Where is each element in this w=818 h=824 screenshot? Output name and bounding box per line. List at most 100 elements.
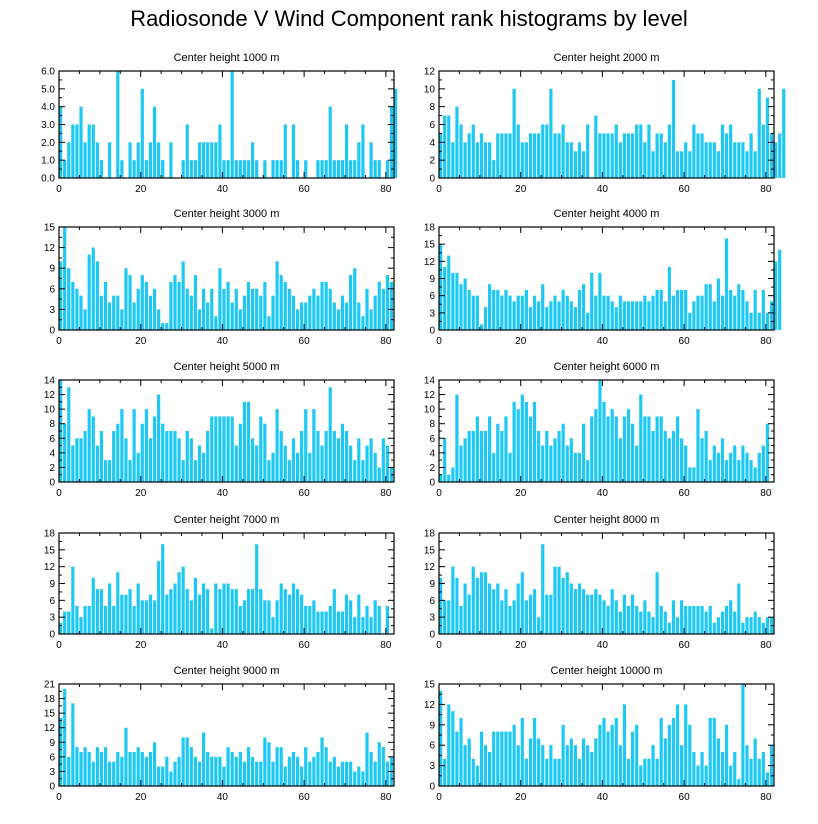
histogram-bar xyxy=(696,409,700,482)
histogram-bar xyxy=(230,752,234,786)
histogram-bar xyxy=(251,589,255,634)
x-tick-label: 40 xyxy=(597,792,609,803)
histogram-bar xyxy=(663,431,667,482)
histogram-bar xyxy=(189,438,193,482)
histogram-bar xyxy=(655,133,659,178)
histogram-bar xyxy=(394,88,398,178)
histogram-bar xyxy=(369,142,373,178)
histogram-bar xyxy=(720,611,725,634)
histogram-bar xyxy=(79,295,83,330)
histogram-bar xyxy=(745,151,749,178)
histogram-bar xyxy=(369,309,373,330)
y-tick-label: 0 xyxy=(429,782,435,793)
histogram-bar xyxy=(479,324,484,330)
histogram-bar xyxy=(116,572,120,634)
histogram-bar xyxy=(275,261,279,330)
histogram-bar xyxy=(737,583,741,634)
x-tick-label: 80 xyxy=(380,640,392,651)
histogram-bar xyxy=(365,445,369,482)
histogram-panel: Center height 6000 m 0 20 40 60 80 0 2 4 6 8 10 12 14 xyxy=(424,361,775,499)
histogram-bar xyxy=(267,600,271,634)
histogram-bar xyxy=(516,295,520,330)
histogram-bar xyxy=(492,589,496,634)
histogram-bar xyxy=(222,583,226,634)
histogram-bar xyxy=(626,133,631,178)
histogram-bar xyxy=(733,295,737,330)
histogram-bar xyxy=(95,747,99,786)
x-tick-label: 60 xyxy=(299,488,311,499)
x-tick-label: 40 xyxy=(597,336,609,347)
histogram-bar xyxy=(304,302,308,330)
histogram-bar xyxy=(761,752,765,786)
histogram-bar xyxy=(251,142,255,178)
y-tick-label: 2 xyxy=(49,463,55,474)
histogram-bar xyxy=(618,142,622,178)
histogram-bar xyxy=(152,742,157,786)
histogram-bar xyxy=(565,295,569,330)
histogram-bar xyxy=(124,727,128,786)
histogram-bar xyxy=(680,151,684,178)
histogram-bar xyxy=(520,295,524,330)
y-tick-label: 6 xyxy=(49,752,55,763)
histogram-bar xyxy=(471,295,475,330)
histogram-bar xyxy=(524,289,528,330)
histogram-bar xyxy=(206,142,210,178)
histogram-bar xyxy=(279,431,283,482)
histogram-bar xyxy=(532,589,537,634)
x-tick-label: 20 xyxy=(515,336,527,347)
histogram-bar xyxy=(177,438,181,482)
histogram-bar xyxy=(720,752,725,786)
histogram-bar xyxy=(479,133,484,178)
histogram-bar xyxy=(557,133,561,178)
histogram-bar xyxy=(504,133,508,178)
histogram-bar xyxy=(353,160,357,178)
histogram-bar xyxy=(344,431,349,482)
histogram-bar xyxy=(532,295,537,330)
histogram-bar xyxy=(353,268,357,330)
panel-title: Center height 10000 m xyxy=(551,665,663,677)
histogram-bar xyxy=(573,452,578,482)
histogram-bar xyxy=(361,460,365,482)
panel-title: Center height 6000 m xyxy=(554,361,660,373)
histogram-bar xyxy=(761,445,765,482)
histogram-bar xyxy=(680,289,684,330)
histogram-bar xyxy=(467,594,471,634)
histogram-bar xyxy=(500,133,504,178)
histogram-bar xyxy=(680,745,684,786)
histogram-bar xyxy=(63,688,67,786)
histogram-bar xyxy=(218,268,222,330)
x-tick-label: 0 xyxy=(436,488,442,499)
x-tick-label: 80 xyxy=(380,792,392,803)
histogram-bar xyxy=(463,142,467,178)
histogram-bar xyxy=(206,302,210,330)
histogram-bar xyxy=(222,160,226,178)
x-tick-label: 80 xyxy=(380,336,392,347)
histogram-bar xyxy=(275,160,279,178)
y-tick-label: 0.0 xyxy=(41,174,55,185)
histogram-bar xyxy=(565,445,569,482)
histogram-bar xyxy=(120,409,124,482)
histogram-bar xyxy=(626,301,631,330)
histogram-bar xyxy=(340,761,345,786)
y-tick-label: 6 xyxy=(429,291,435,302)
histogram-bar xyxy=(716,617,720,634)
histogram-bar xyxy=(116,423,120,482)
histogram-bar xyxy=(651,295,655,330)
histogram-bar xyxy=(353,460,357,482)
histogram-bar xyxy=(206,752,210,786)
histogram-bar xyxy=(59,261,63,330)
histogram-bar xyxy=(451,142,455,178)
histogram-bar xyxy=(214,316,218,330)
histogram-bar xyxy=(443,267,447,330)
histogram-bar xyxy=(467,431,471,482)
histogram-bar xyxy=(447,704,451,786)
histogram-bar xyxy=(291,438,296,482)
y-tick-label: 8 xyxy=(49,419,55,430)
x-tick-label: 80 xyxy=(760,184,772,195)
histogram-bar xyxy=(271,617,275,634)
histogram-bar xyxy=(361,771,365,786)
histogram-bar xyxy=(594,409,598,482)
histogram-bar xyxy=(675,151,680,178)
histogram-bar xyxy=(324,431,328,482)
histogram-bar xyxy=(553,295,557,330)
